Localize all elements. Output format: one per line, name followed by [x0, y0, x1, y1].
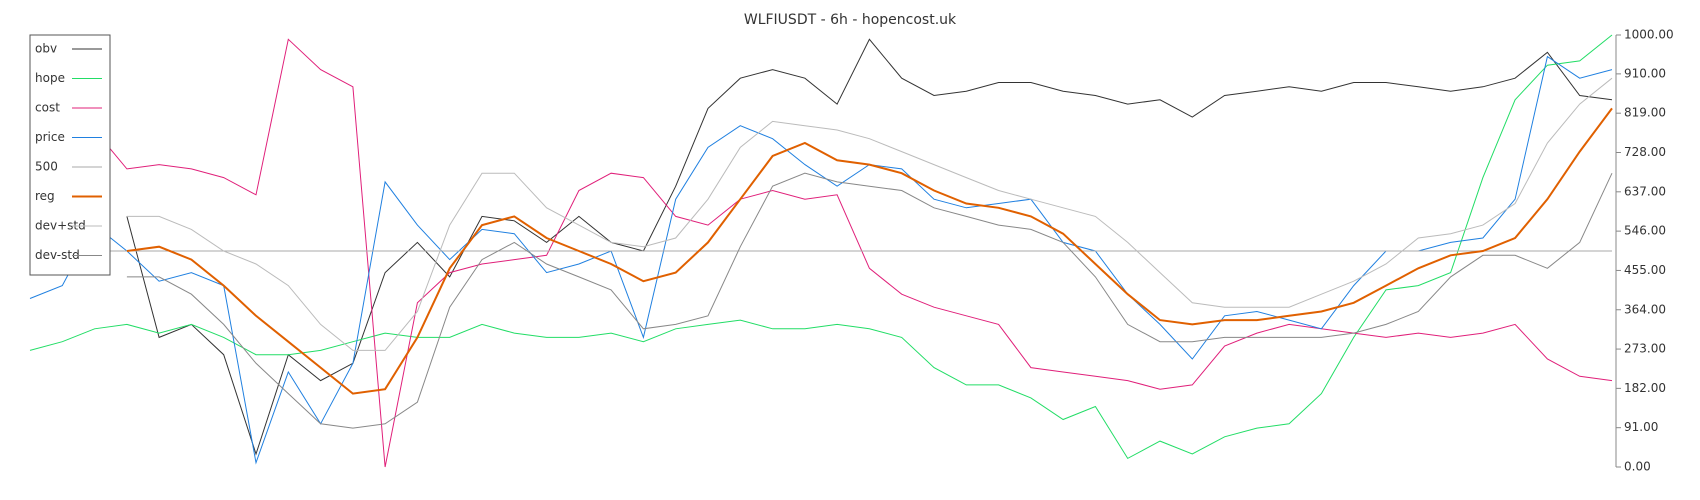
y-tick-label: 637.00 — [1624, 184, 1666, 198]
y-tick-label: 182.00 — [1624, 381, 1666, 395]
legend-label: hope — [35, 71, 65, 85]
series-line — [126, 38, 1613, 456]
series-line — [29, 55, 1613, 465]
legend-label: obv — [35, 42, 57, 56]
legend-box — [29, 34, 111, 276]
series-line — [29, 38, 1613, 468]
y-tick-label: 91.00 — [1624, 420, 1658, 434]
y-tick-label: 273.00 — [1624, 342, 1666, 356]
series-line — [126, 77, 1613, 351]
y-tick-label: 0.00 — [1624, 460, 1651, 474]
y-tick-label: 910.00 — [1624, 66, 1666, 80]
legend-label: 500 — [35, 160, 58, 174]
legend-label: price — [35, 130, 65, 144]
series-line — [126, 172, 1613, 429]
y-tick-label: 364.00 — [1624, 302, 1666, 316]
series-line — [29, 34, 1613, 460]
y-tick-label: 455.00 — [1624, 263, 1666, 277]
y-tick-label: 546.00 — [1624, 224, 1666, 238]
chart-title: WLFIUSDT - 6h - hopencost.uk — [744, 12, 957, 28]
legend-label: cost — [35, 101, 60, 115]
legend-label: dev+std — [35, 219, 86, 233]
legend-label: dev-std — [35, 248, 80, 262]
legend-label: reg — [35, 189, 55, 203]
y-tick-label: 728.00 — [1624, 145, 1666, 159]
y-tick-label: 1000.00 — [1624, 28, 1674, 42]
y-tick-label: 819.00 — [1624, 106, 1666, 120]
series-line — [126, 107, 1613, 395]
